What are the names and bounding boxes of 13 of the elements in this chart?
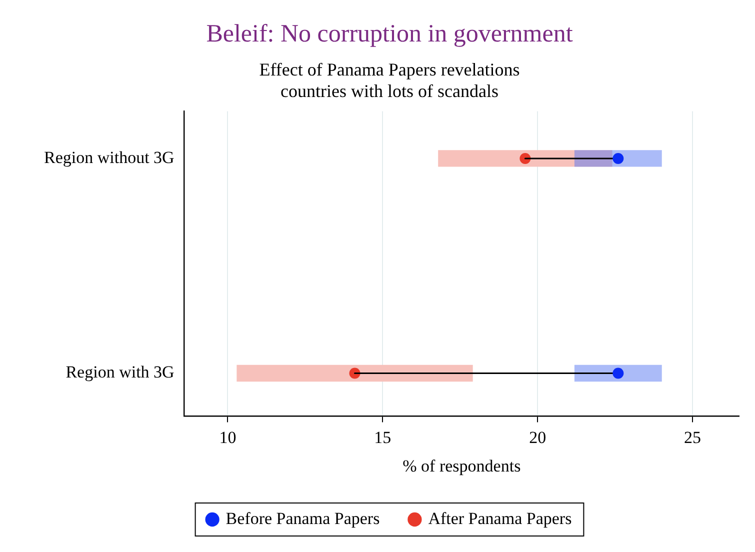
y-tick-label: Region without 3G: [44, 148, 174, 167]
legend-label: After Panama Papers: [428, 508, 572, 528]
y-tick-label: Region with 3G: [66, 362, 174, 382]
chart-subtitle: Effect of Panama Papers revelations countries with lots of scandals: [259, 60, 520, 102]
x-tick-label: 20: [529, 428, 546, 447]
chart-title: Beleif: No corruption in government: [206, 20, 573, 48]
x-tick-label: 25: [684, 428, 702, 447]
legend-label: Before Panama Papers: [226, 508, 380, 528]
bar: [438, 150, 612, 167]
bar: [236, 364, 473, 382]
x-axis-title: % of respondents: [402, 456, 521, 476]
x-tick-label: 10: [219, 428, 236, 447]
x-tick-label: 15: [374, 428, 392, 447]
